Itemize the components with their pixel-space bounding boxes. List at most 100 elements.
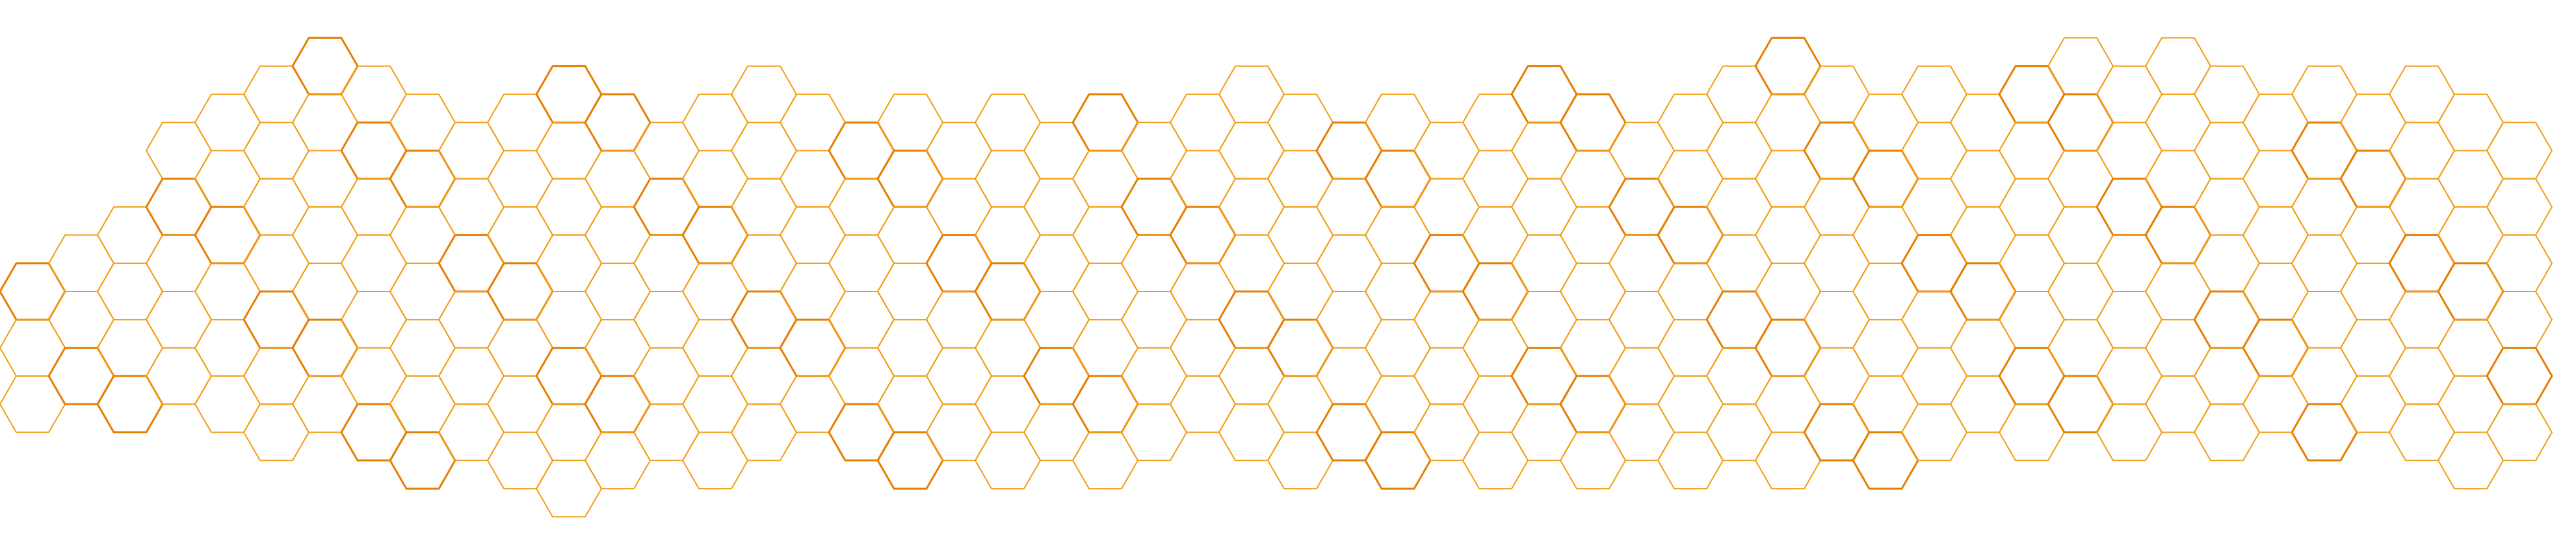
hexagon-cell [2096, 234, 2162, 292]
hexagon-cell [1121, 234, 1187, 292]
hexagon-cell [292, 375, 358, 433]
hexagon-cell [682, 319, 748, 377]
hexagon-cell [1998, 347, 2066, 405]
hexagon-cell [1852, 206, 1919, 264]
hexagon-cell [341, 234, 407, 292]
hexagon-cell [1218, 347, 1285, 405]
hexagon-cell [1413, 403, 1480, 461]
hexagon-cell [97, 262, 163, 321]
hexagon-cell [828, 121, 895, 180]
hexagon-cell [1218, 122, 1285, 180]
hexagon-cell [2096, 403, 2162, 461]
hexagon-cell [2096, 347, 2162, 405]
hexagon-cell [146, 291, 212, 349]
hexagon-grid [0, 36, 2553, 518]
hexagon-cell [2096, 291, 2162, 349]
hexagon-cell [389, 375, 456, 433]
hexagon-cell [1852, 375, 1919, 433]
hexagon-cell [487, 93, 553, 152]
hexagon-cell [2291, 291, 2358, 349]
hexagon-cell [1755, 375, 1821, 433]
hexagon-cell [0, 375, 66, 433]
hexagon-cell [96, 375, 164, 433]
hexagon-cell [925, 234, 993, 293]
hexagon-cell [292, 93, 358, 152]
hexagon-cell [146, 234, 212, 292]
hexagon-cell [2242, 93, 2309, 152]
hexagon-cell [1852, 150, 1919, 208]
hexagon-cell [487, 150, 553, 208]
hexagon-cell [877, 93, 943, 152]
hexagon-cell [1510, 347, 1578, 405]
hexagon-cell [341, 291, 407, 349]
hexagon-cell [1267, 375, 1334, 433]
hexagon-cell [2340, 206, 2406, 264]
hexagon-cell [2291, 65, 2358, 124]
hexagon-cell [2194, 65, 2260, 124]
hexagon-cell [2486, 234, 2553, 292]
hexagon-cell [633, 347, 700, 405]
hexagon-cell [584, 93, 651, 152]
hexagon-cell [1657, 319, 1724, 377]
hexagon-cell [1901, 65, 1967, 124]
hexagon-cell [2047, 206, 2114, 264]
hexagon-cell [1755, 93, 1821, 152]
hexagon-cell [1803, 403, 1871, 462]
hexagon-cell [975, 150, 1041, 208]
hexagon-cell [2242, 206, 2309, 264]
hexagon-cell [1852, 262, 1919, 321]
hexagon-cell [0, 319, 66, 377]
hexagon-cell [2340, 262, 2406, 321]
hexagon-cell [2340, 375, 2406, 433]
hexagon-cell [1560, 206, 1626, 264]
hexagon-cell [2438, 319, 2504, 377]
hexagon-cell [2486, 122, 2553, 180]
hexagon-cell [1462, 375, 1529, 433]
hexagon-cell [1072, 431, 1138, 490]
hexagon-cell [194, 150, 261, 208]
hexagon-cell [2242, 262, 2309, 321]
hexagon-cell [1462, 206, 1529, 264]
hexagon-cell [487, 431, 553, 490]
hexagon-cell [1413, 234, 1480, 293]
hexagon-cell [2194, 347, 2260, 405]
hexagon-cell [2145, 150, 2211, 208]
hexagon-cell [1169, 206, 1237, 265]
hexagon-cell [1901, 178, 1967, 236]
hexagon-cell [633, 122, 700, 180]
hexagon-cell [2194, 234, 2260, 292]
hexagon-cell [1413, 122, 1480, 180]
hexagon-cell [1121, 291, 1187, 349]
hexagon-cell [633, 178, 700, 236]
hexagon-cell [1609, 122, 1675, 180]
hexagon-cell [536, 403, 602, 461]
hexagon-cell [1023, 178, 1090, 236]
hexagon-cell [340, 121, 408, 180]
hexagon-cell [877, 206, 943, 264]
hexagon-cell [1950, 319, 2016, 377]
hexagon-cell [2242, 375, 2309, 433]
hexagon-cell [389, 206, 456, 264]
hexagon-cell [731, 403, 797, 461]
hexagon-cell [681, 206, 749, 265]
hexagon-cell [828, 291, 895, 349]
hexagon-cell [2047, 262, 2114, 321]
hexagon-cell [535, 347, 603, 405]
hexagon-cell [194, 375, 261, 433]
hexagon-cell [1657, 150, 1724, 208]
hexagon-cell [1901, 122, 1967, 180]
hexagon-cell [633, 234, 700, 292]
hexagon-cell [48, 234, 114, 292]
hexagon-cell [1901, 403, 1967, 461]
hexagon-cell [2291, 234, 2358, 292]
hexagon-cell [828, 403, 895, 462]
hexagon-cell [1023, 347, 1090, 405]
hexagon-cell [1315, 403, 1383, 462]
hexagon-cell [828, 347, 895, 405]
hexagon-cell [731, 65, 797, 124]
hexagon-cell [731, 347, 797, 405]
hexagon-cell [1560, 262, 1626, 321]
hexagon-cell [487, 206, 553, 264]
hexagon-cell [682, 431, 748, 490]
hexagon-cell [2144, 206, 2212, 265]
